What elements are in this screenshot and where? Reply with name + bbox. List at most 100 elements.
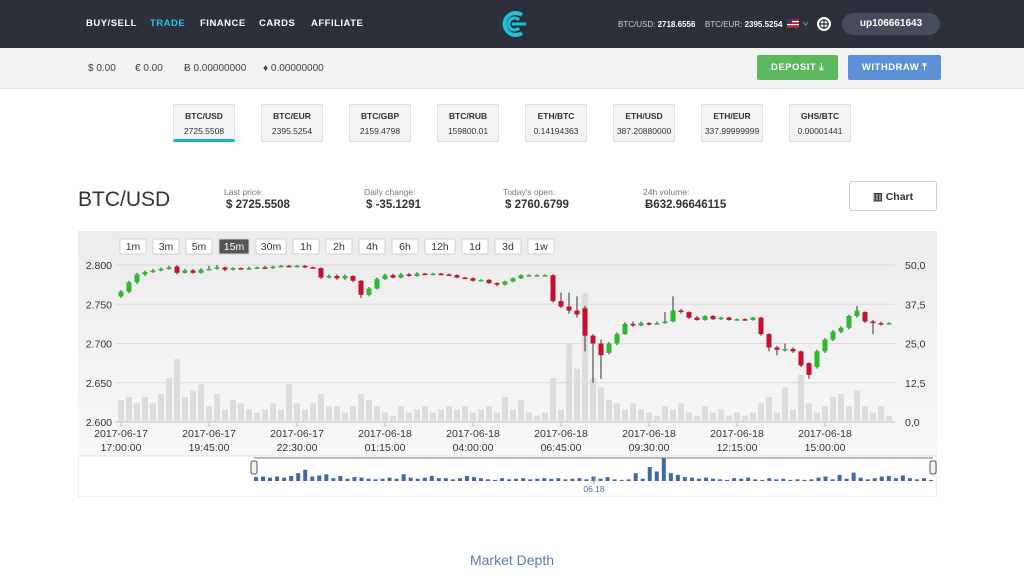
volume-bar: [198, 384, 204, 422]
candle-body: [246, 268, 252, 270]
navigator-bar: [633, 473, 638, 481]
nav-link[interactable]: BUY/SELL: [86, 18, 137, 29]
candle-body: [646, 323, 652, 325]
candle-body: [566, 306, 572, 311]
volume-bar: [526, 412, 532, 422]
range-button-label: 12h: [431, 241, 449, 253]
button-label: DEPOSIT: [770, 62, 817, 73]
navigator-bar: [324, 474, 329, 481]
candle-body: [606, 343, 612, 353]
ticker-tab[interactable]: BTC/EUR 2395.5254: [261, 104, 323, 142]
withdraw-button[interactable]: WITHDRAW ⤒: [848, 55, 941, 80]
navigator-bar: [795, 479, 800, 481]
volume-bar: [846, 406, 852, 422]
volume-bar: [886, 415, 892, 422]
navigator-bar: [514, 478, 519, 481]
stat-value: Ƀ632.96646115: [645, 199, 727, 211]
navigator-bar: [907, 478, 912, 481]
candle-body: [878, 323, 884, 325]
range-button[interactable]: 4h: [358, 238, 386, 255]
volume-bar: [574, 368, 580, 422]
range-button[interactable]: 5m: [185, 238, 213, 255]
navigator-label: 06.18: [583, 484, 605, 494]
candle-body: [686, 312, 692, 318]
candle-body: [630, 323, 636, 326]
stat-label: Today's open:: [503, 187, 556, 197]
navigator-bar: [422, 477, 427, 481]
navbar: BUY/SELL TRADE FINANCE CARDS AFFILIATE B…: [0, 0, 1024, 48]
nav-link[interactable]: CARDS: [259, 18, 296, 29]
range-button-box: [185, 238, 213, 255]
ticker-pair: BTC/RUB: [448, 111, 488, 121]
range-button[interactable]: 30m: [255, 238, 287, 255]
range-button[interactable]: 1w: [527, 238, 555, 255]
ticker-tab[interactable]: ETH/EUR 337.99999999: [701, 104, 763, 142]
range-button[interactable]: 12h: [424, 238, 456, 255]
ticker-price: 0.00001441: [797, 126, 843, 136]
candle-body: [254, 267, 260, 269]
ticker-tab[interactable]: BTC/GBP 2159.4798: [349, 104, 411, 142]
candle-body: [702, 316, 708, 320]
volume-bar: [798, 374, 804, 422]
volume-bar: [150, 403, 156, 422]
range-button[interactable]: 15m: [218, 238, 250, 255]
candle-body: [750, 317, 756, 320]
volume-bar: [182, 396, 188, 422]
volume-bar: [302, 409, 308, 422]
nav-link[interactable]: AFFILIATE: [311, 18, 364, 29]
deposit-button[interactable]: DEPOSIT ⤓: [757, 55, 838, 80]
globe-icon[interactable]: [816, 16, 832, 32]
range-button[interactable]: 1d: [461, 238, 489, 255]
x-tick-label: 2017-06-18 15:00:00: [798, 428, 852, 454]
ticker-tab[interactable]: ETH/BTC 0.14194363: [525, 104, 587, 142]
ticker-tab[interactable]: BTC/USD 2725.5508: [173, 104, 235, 142]
range-button[interactable]: 2h: [325, 238, 353, 255]
chart-background: [78, 231, 937, 497]
navigator-bar: [647, 467, 652, 481]
candle-body: [726, 317, 732, 320]
ticker-tab[interactable]: ETH/USD 387.20880000: [613, 104, 675, 142]
candle-body: [582, 308, 588, 336]
y2-tick-label: 25,0: [905, 339, 926, 351]
candle-body: [534, 275, 540, 277]
ticker-price: 0.14194363: [533, 126, 579, 136]
stat-value: $ 2725.5508: [226, 199, 290, 211]
volume-bar: [310, 403, 316, 422]
range-button[interactable]: 6h: [391, 238, 419, 255]
range-button-label: 1d: [469, 241, 481, 253]
y2-tick-label: 0,0: [905, 417, 920, 429]
range-button[interactable]: 1h: [292, 238, 320, 255]
volume-bar: [398, 406, 404, 422]
volume-bar: [710, 412, 716, 422]
navigator-handle[interactable]: [250, 460, 258, 475]
user-button[interactable]: up106661643: [842, 13, 940, 35]
navigator-bar: [479, 478, 483, 481]
navigator-bar: [823, 476, 828, 481]
candle-body: [838, 327, 844, 332]
language-flag[interactable]: [787, 19, 811, 29]
volume-bar: [462, 406, 468, 422]
navigator-handle[interactable]: [929, 460, 937, 475]
volume-bar: [262, 409, 268, 422]
stat-value: $ 2760.6799: [505, 199, 569, 211]
navigator-bar: [837, 474, 842, 481]
y-tick-label: 2.650: [86, 378, 112, 390]
chart-button[interactable]: ▥ Chart: [849, 181, 937, 211]
range-button[interactable]: 3m: [152, 238, 180, 255]
volume-bar: [246, 409, 252, 422]
ticker-tab[interactable]: GHS/BTC 0.00001441: [789, 104, 851, 142]
nav-link[interactable]: TRADE: [150, 18, 186, 29]
navigator-bar: [844, 478, 849, 481]
navigator-bar: [921, 478, 926, 481]
candle-body: [814, 351, 820, 368]
logo[interactable]: [500, 10, 528, 38]
range-button-label: 15m: [224, 241, 245, 253]
volume-bar: [270, 403, 276, 422]
navigator-bar: [521, 478, 526, 481]
nav-link[interactable]: FINANCE: [200, 18, 246, 29]
range-button[interactable]: 3d: [494, 238, 522, 255]
ticker-tab[interactable]: BTC/RUB 159800.01: [437, 104, 499, 142]
volume-bar: [718, 409, 724, 422]
navigator-bar: [584, 479, 589, 481]
range-button[interactable]: 1m: [119, 238, 147, 255]
